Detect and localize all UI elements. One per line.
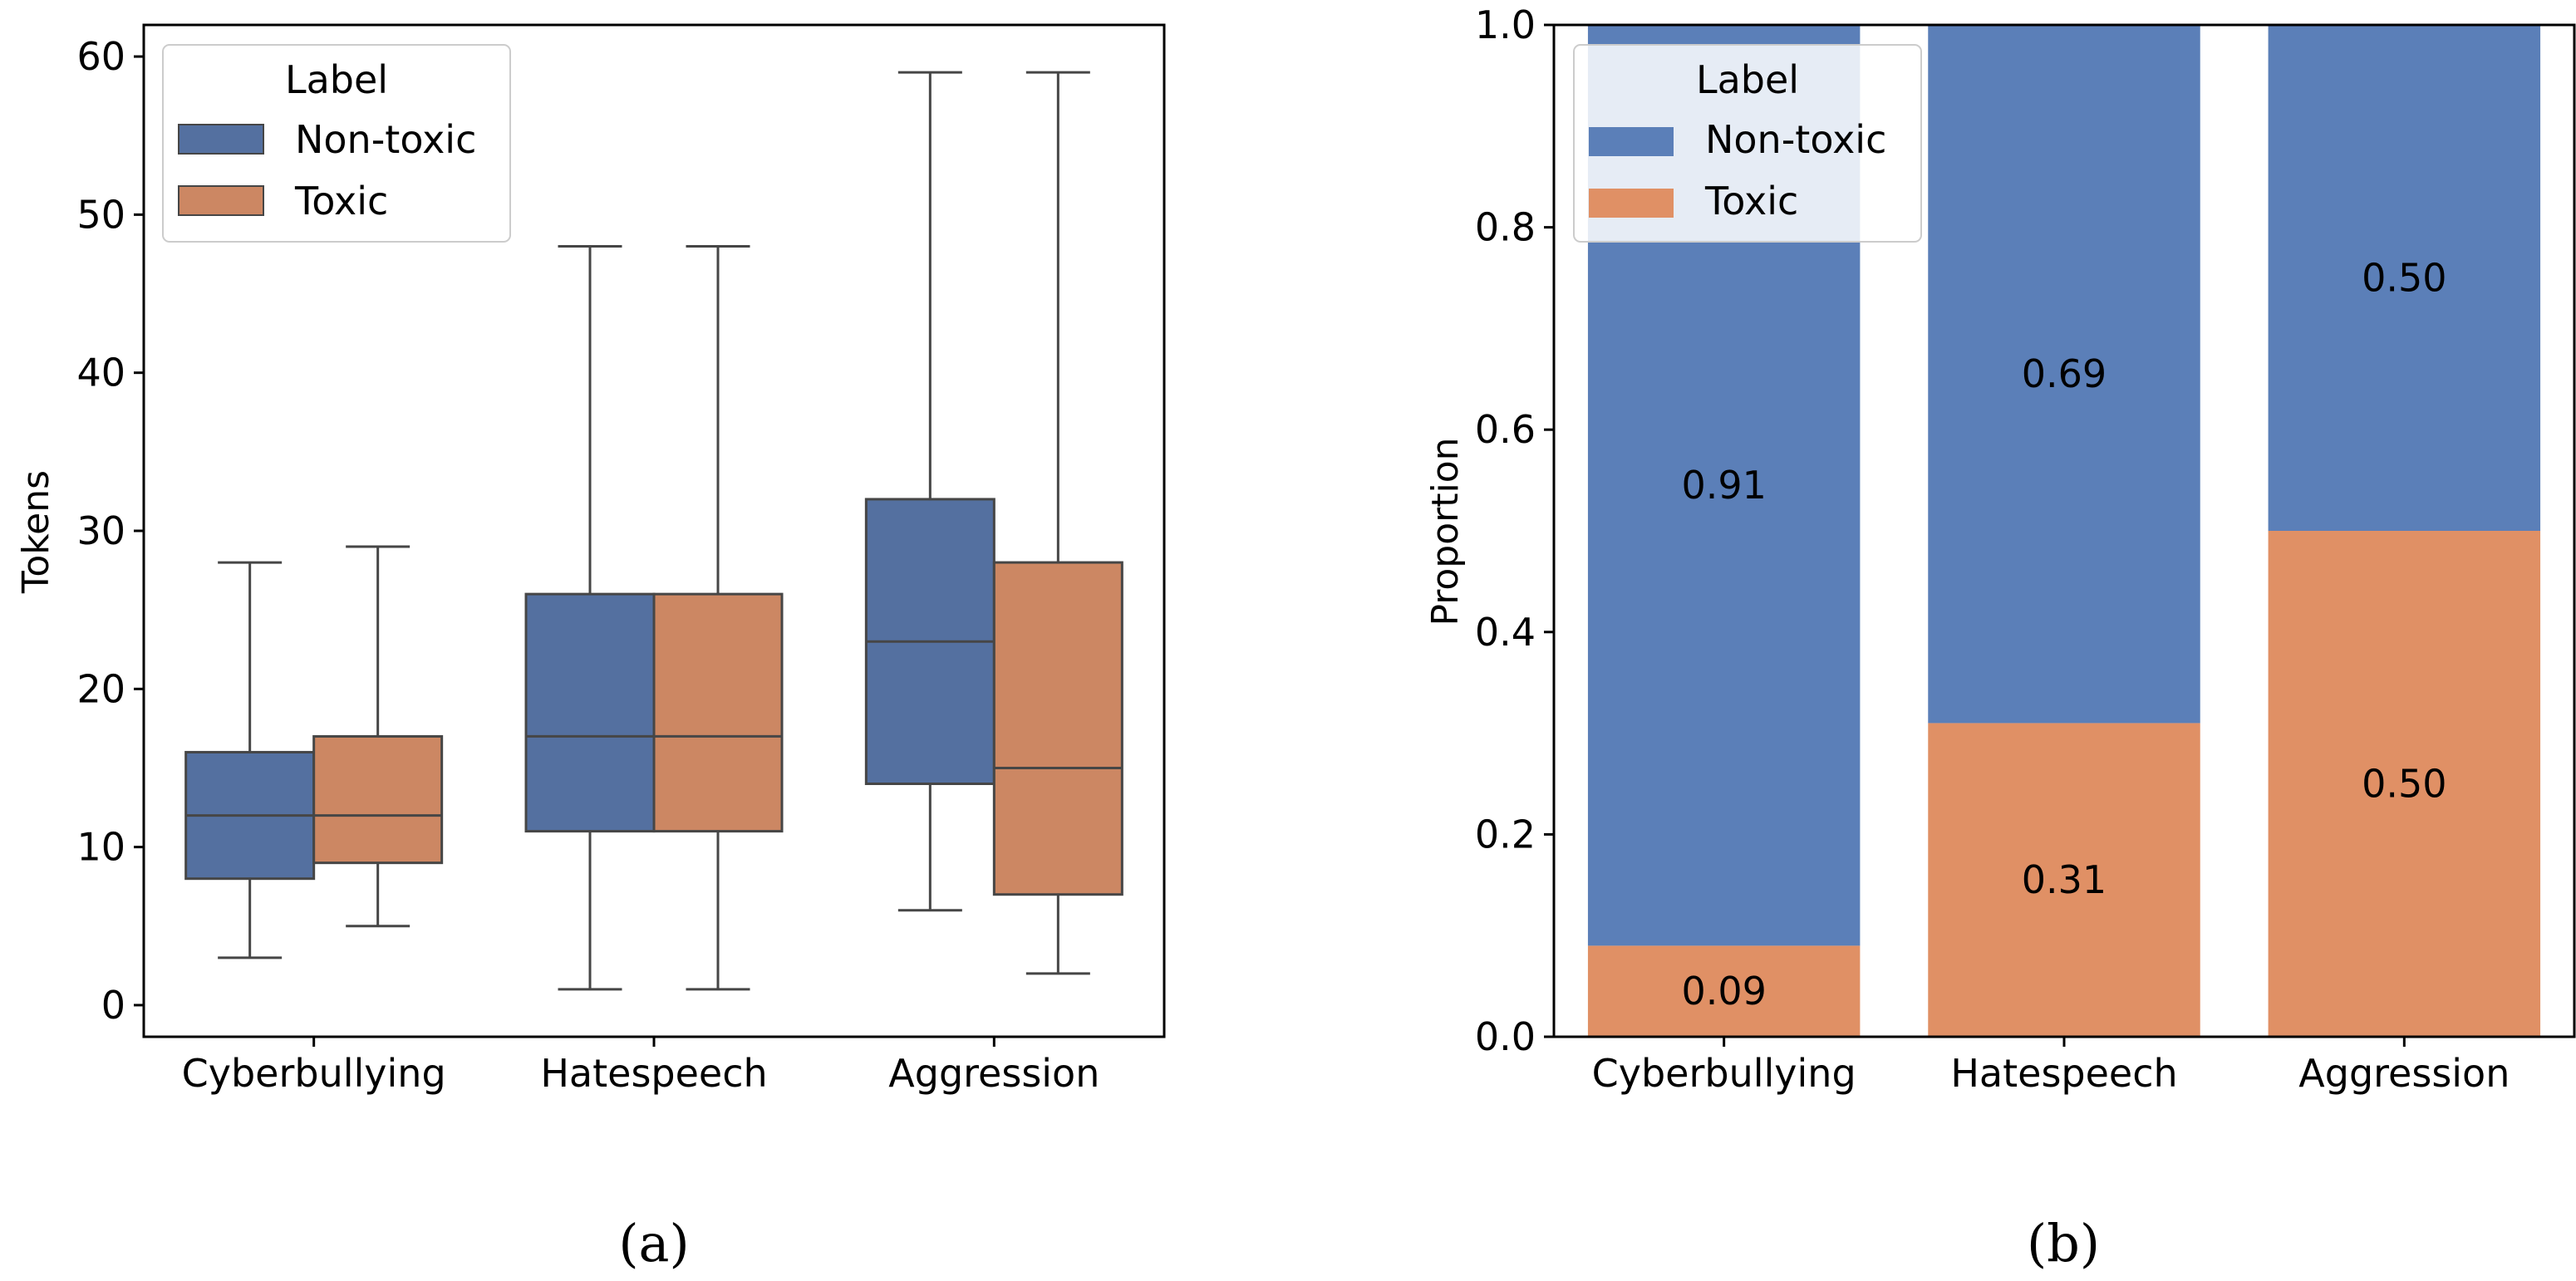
bar-value-label: 0.50 — [2362, 762, 2446, 807]
panel-a-legend-title: Label — [285, 57, 388, 102]
panel-a-y-axis-title: Tokens — [15, 470, 57, 594]
y-tick-label: 1.0 — [1475, 2, 1536, 47]
panel-a-legend-swatch-toxic — [178, 185, 264, 216]
box-aggression-toxic — [992, 71, 1123, 975]
y-tick-label: 40 — [76, 351, 125, 395]
bar-aggression-nontoxic — [2268, 25, 2541, 531]
y-tick-label: 20 — [76, 666, 125, 711]
box-iqr — [652, 592, 784, 833]
bar-aggression-toxic — [2268, 531, 2541, 1037]
panel-b-legend-label-toxic: Toxic — [1704, 179, 1798, 223]
panel-a-boxplot: 0 10 20 30 40 50 60 Cyberbullying Hatespeech Agg… — [15, 23, 1166, 1274]
box-iqr — [992, 561, 1123, 896]
bar-value-label: 0.31 — [2022, 857, 2107, 902]
panel-a-legend-swatch-nontoxic — [178, 124, 264, 155]
bar-value-label: 0.69 — [2022, 351, 2107, 396]
box-cyberbullying-toxic — [312, 545, 444, 928]
bar-value-label: 0.09 — [1681, 969, 1766, 1014]
y-tick-label: 30 — [76, 508, 125, 553]
bar-value-label: 0.91 — [1681, 463, 1766, 508]
panel-b-legend-title: Label — [1696, 57, 1799, 102]
y-tick-label: 0.8 — [1475, 205, 1536, 250]
panel-b-y-axis-title: Proportion — [1424, 437, 1467, 626]
panel-b-caption: (b) — [2027, 1213, 2100, 1274]
panel-b-legend-label-nontoxic: Non-toxic — [1705, 117, 1886, 162]
bar-value-label: 0.50 — [2362, 256, 2446, 301]
x-tick-label: Aggression — [888, 1051, 1099, 1096]
panel-b-stacked-bar: 0.09 0.91 0.31 0.69 0.50 0.50 0.0 0.2 0.4 0.6 0.8… — [1424, 2, 2576, 1274]
box-iqr — [524, 592, 656, 833]
box-hatespeech-nontoxic — [524, 244, 656, 991]
x-tick-label: Cyberbullying — [182, 1051, 446, 1096]
y-tick-label: 50 — [76, 192, 125, 237]
x-tick-label: Cyberbullying — [1592, 1051, 1856, 1096]
panel-b-legend-swatch-toxic — [1589, 189, 1674, 218]
panel-a-caption: (a) — [618, 1213, 689, 1274]
y-tick-label: 60 — [76, 34, 125, 79]
panel-a-legend: Label Non-toxic Toxic — [162, 44, 511, 243]
x-tick-label: Hatespeech — [540, 1051, 767, 1096]
y-tick-label: 0.4 — [1475, 610, 1536, 655]
panel-a-legend-label-toxic: Toxic — [294, 179, 388, 223]
box-hatespeech-toxic — [652, 244, 784, 991]
box-iqr — [312, 734, 444, 865]
panel-a-legend-label-nontoxic: Non-toxic — [295, 117, 476, 162]
y-tick-label: 10 — [76, 825, 125, 870]
box-cyberbullying-nontoxic — [184, 561, 316, 960]
bar-hatespeech-toxic — [1928, 723, 2200, 1037]
bar-cyberbullying-toxic — [1587, 945, 1861, 1037]
y-tick-label: 0.2 — [1475, 812, 1536, 856]
panel-b-legend-swatch-nontoxic — [1589, 127, 1674, 156]
y-tick-label: 0 — [101, 983, 125, 1028]
bar-hatespeech-nontoxic — [1928, 25, 2200, 724]
panel-b-legend: Label Non-toxic Toxic — [1573, 44, 1922, 243]
y-tick-label: 0.6 — [1475, 407, 1536, 452]
x-tick-label: Aggression — [2298, 1051, 2510, 1096]
box-aggression-nontoxic — [864, 71, 995, 912]
x-tick-label: Hatespeech — [1950, 1051, 2177, 1096]
y-tick-label: 0.0 — [1475, 1014, 1536, 1059]
